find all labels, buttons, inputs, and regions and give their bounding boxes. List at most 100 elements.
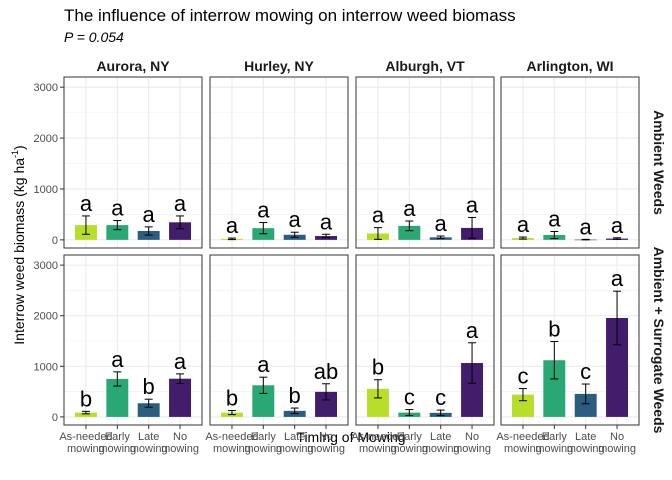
significance-letter: a	[111, 196, 124, 221]
x-tick-label-line: mowing	[535, 443, 573, 455]
panel-border	[500, 254, 640, 426]
x-tick-label-line: No	[465, 431, 479, 443]
facet-column-label: Alburgh, VT	[385, 58, 465, 74]
x-tick-label-line: mowing	[161, 443, 199, 455]
significance-letter: b	[548, 317, 560, 342]
bar-early-mowing	[106, 225, 129, 240]
x-tick-label-line: Early	[105, 431, 131, 443]
panel-border	[63, 76, 203, 249]
significance-letter: a	[257, 198, 270, 223]
panel-border	[63, 254, 203, 426]
panel-r0-c2: a aaa	[355, 76, 495, 249]
x-tick-label: Early mowing	[535, 431, 573, 455]
chart-subtitle: P = 0.054	[64, 29, 124, 45]
y-tick-label: 3000	[34, 82, 58, 94]
panel-background	[356, 77, 494, 248]
panel-border	[209, 254, 349, 426]
significance-letter: a	[289, 207, 302, 232]
facet-column-label: Aurora, NY	[96, 58, 170, 74]
significance-letter: a	[320, 209, 333, 234]
y-tick-label: 3000	[34, 260, 58, 272]
x-tick-label-line: Early	[251, 431, 277, 443]
x-tick-label: Late mowing	[567, 431, 605, 455]
x-tick-label-line: Early	[542, 431, 568, 443]
bar-no-mowing	[461, 363, 484, 417]
significance-letter: c	[580, 359, 591, 384]
x-tick-label: Early mowing	[390, 431, 428, 455]
x-tick-label-line: mowing	[567, 443, 605, 455]
significance-letter: a	[548, 206, 561, 231]
y-tick-label: 1000	[34, 361, 58, 373]
y-tick-label: 2000	[34, 133, 58, 145]
strip-arlington-wi	[501, 55, 639, 77]
x-tick-label-line: mowing	[130, 443, 168, 455]
x-tick-label-line: Early	[397, 431, 423, 443]
x-tick-label-line: mowing	[244, 443, 282, 455]
significance-letter: c	[404, 385, 415, 410]
significance-letter: ab	[314, 359, 338, 384]
x-tick-label-line: mowing	[390, 443, 428, 455]
significance-letter: a	[611, 266, 624, 291]
facet-column-label: Hurley, NY	[244, 58, 314, 74]
significance-letter: a	[257, 352, 270, 377]
x-tick-label-line: mowing	[598, 443, 636, 455]
x-tick-label-line: mowing	[504, 443, 542, 455]
bar-no-mowing	[315, 391, 338, 417]
x-tick-label-line: No	[610, 431, 624, 443]
significance-letter: a	[466, 318, 479, 343]
strip-aurora-ny	[64, 55, 202, 77]
panel-r1-c2: bc ca	[355, 254, 495, 426]
x-tick-label: As-needed mowing	[496, 431, 549, 455]
significance-letter: a	[143, 202, 156, 227]
y-tick-label: 0	[52, 412, 58, 424]
x-tick-label: No mowing	[453, 431, 491, 455]
panel-r1-c3: cbc a	[500, 254, 640, 426]
x-tick-label: No mowing	[161, 431, 199, 455]
x-tick-label: As-needed mowing	[59, 431, 112, 455]
panel-background	[501, 77, 639, 248]
x-tick-label-line: mowing	[213, 443, 251, 455]
significance-letter: a	[517, 212, 530, 237]
significance-letter: a	[435, 211, 448, 236]
bar-early-mowing	[543, 360, 566, 417]
y-tick-label: 0	[52, 235, 58, 247]
x-tick-label-line: As-needed	[496, 431, 549, 443]
significance-letter: a	[174, 349, 187, 374]
x-tick-label: No mowing	[598, 431, 636, 455]
y-axis-label-close: )	[11, 145, 27, 150]
bar-early-mowing	[252, 385, 275, 417]
x-tick-label-line: mowing	[67, 443, 105, 455]
x-tick-label-line: mowing	[453, 443, 491, 455]
x-tick-label-line: As-needed	[205, 431, 258, 443]
significance-letter: a	[403, 196, 416, 221]
x-tick-label-line: No	[319, 431, 333, 443]
bar-no-mowing	[169, 378, 192, 417]
significance-letter: a	[226, 213, 239, 238]
y-axis-label-superscript: -1	[10, 150, 20, 158]
x-tick-label-line: mowing	[359, 443, 397, 455]
panels-layer: Aurora, NY Hurley, NY Alburgh, VT Arlington…	[34, 55, 667, 455]
x-tick-label-line: Late	[575, 431, 596, 443]
x-tick-label: Early mowing	[244, 431, 282, 455]
x-tick-label-line: Late	[430, 431, 451, 443]
x-axis-label: Timing of Mowing	[296, 429, 405, 445]
bar-late-mowing	[574, 393, 597, 417]
y-tick-label: 1000	[34, 184, 58, 196]
x-tick-label: Late mowing	[130, 431, 168, 455]
strip-alburgh-vt	[356, 55, 494, 77]
x-tick-label: No mowing	[307, 431, 345, 455]
x-tick-label: Late mowing	[422, 431, 460, 455]
significance-letter: c	[517, 364, 528, 389]
y-axis-label-main: Interrow weed biomass (kg ha	[11, 158, 27, 345]
facet-row-label: Ambient + Surrogate Weeds	[651, 247, 667, 434]
significance-letter: b	[143, 374, 155, 399]
x-tick-label-line: mowing	[98, 443, 136, 455]
x-tick-label-line: As-needed	[351, 431, 404, 443]
significance-letter: b	[289, 383, 301, 408]
significance-letter: a	[80, 191, 93, 216]
bar-early-mowing	[106, 378, 129, 417]
